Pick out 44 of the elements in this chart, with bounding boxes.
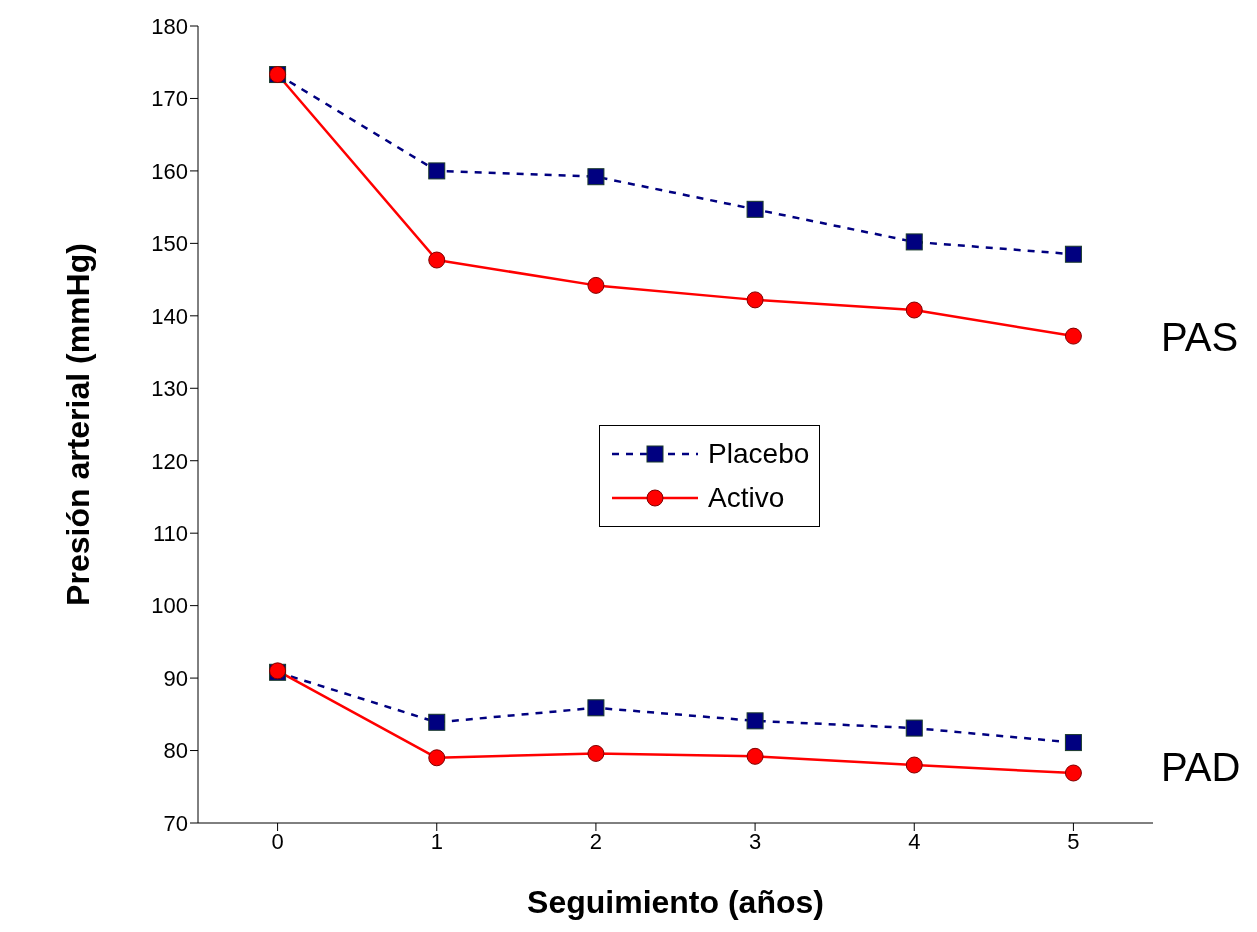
point [428,713,446,731]
y-tick-label: 140 [151,303,188,329]
point [746,747,764,765]
y-tick-label: 180 [151,13,188,39]
x-tick-label: 5 [1067,828,1080,854]
point [428,749,446,767]
point [905,719,923,737]
x-tick-label: 2 [589,828,603,854]
y-tick-label: 100 [151,593,188,619]
point [1064,734,1082,752]
x-tick-label: 0 [271,828,284,854]
text: PAD [1161,744,1241,792]
point [746,291,764,309]
point [428,162,446,180]
point [905,756,923,774]
y-tick-label: 170 [151,86,188,112]
point [1064,764,1082,782]
x-tick-label: 1 [430,828,443,854]
point [1064,245,1082,263]
point [587,699,605,717]
x-tick-label: 3 [748,828,762,854]
point [428,251,446,269]
y-axis-title: Presión arterial (mmHg) [60,243,97,606]
point [1064,327,1082,345]
point [905,301,923,319]
y-tick-label: 110 [152,520,188,546]
y-tick-label: 150 [151,231,188,257]
point [587,276,605,294]
x-tick-label: 4 [908,828,921,854]
y-tick-label: 90 [163,665,188,691]
legend-label: Placebo [708,436,810,471]
x-axis-title: Seguimiento (años) [527,884,824,920]
y-tick-label: 80 [163,738,188,764]
point [746,712,764,730]
y-tick-label: 130 [151,376,188,402]
y-tick-label: 160 [151,158,188,184]
text: PAS [1161,313,1239,361]
legend-label: Activo [708,480,785,515]
point [587,744,605,762]
point [746,200,764,218]
point [905,233,923,251]
y-tick-label: 70 [163,810,188,836]
y-tick-label: 120 [151,448,188,474]
point [587,168,605,186]
